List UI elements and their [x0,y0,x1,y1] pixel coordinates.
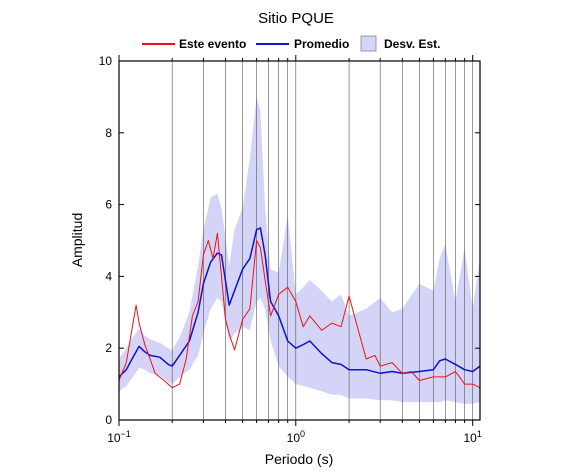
x-axis-label: Periodo (s) [265,451,333,467]
x-tick-label: 10−1 [107,429,131,445]
promedio-line [118,227,481,378]
desv-est-band [119,96,480,404]
legend-item-este-evento: Este evento [142,37,246,51]
legend: Este evento Promedio Desv. Est. [142,35,440,52]
y-tick-label: 4 [105,269,112,283]
y-axis-label: Amplitud [69,213,85,267]
plot-area: 0 2 4 6 8 10 10−1 100 101 [99,54,482,445]
legend-swatch [360,35,377,52]
legend-item-desv-est: Desv. Est. [360,35,440,52]
legend-label: Este evento [179,37,246,51]
este-evento-line [118,232,481,389]
grid-layer [171,61,474,420]
legend-label: Promedio [294,37,349,51]
legend-item-promedio: Promedio [256,37,349,51]
ticks-layer: 0 2 4 6 8 10 10−1 100 101 [99,54,482,445]
y-tick-label: 0 [105,413,112,427]
series-layer [118,227,481,389]
y-tick-label: 8 [105,126,112,140]
y-tick-label: 2 [105,341,112,355]
band-layer [119,96,480,404]
chart-title: Sitio PQUE [258,10,334,27]
plot-frame [118,60,481,421]
legend-label: Desv. Est. [384,37,440,51]
x-tick-label: 101 [463,429,481,445]
y-tick-label: 10 [99,54,113,68]
y-tick-label: 6 [105,198,112,212]
x-tick-label: 100 [287,429,305,445]
